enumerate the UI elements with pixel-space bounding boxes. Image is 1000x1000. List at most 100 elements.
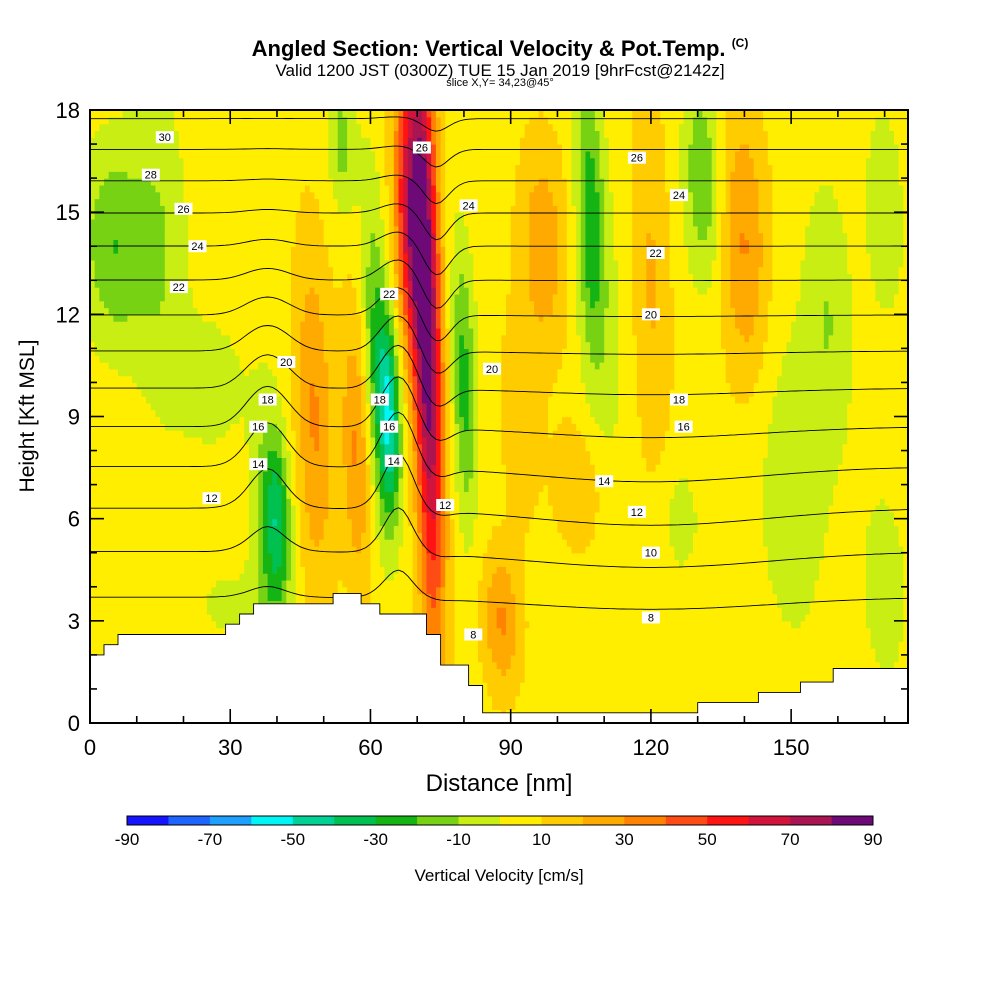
velocity-cell	[178, 402, 185, 411]
velocity-cell	[295, 334, 301, 343]
velocity-cell	[244, 375, 250, 384]
velocity-cell	[188, 157, 194, 166]
velocity-cell	[248, 539, 255, 547]
velocity-cell	[169, 579, 175, 588]
velocity-cell	[290, 593, 297, 601]
velocity-cell	[94, 273, 100, 281]
velocity-cell	[234, 545, 241, 554]
velocity-cell	[160, 178, 166, 186]
velocity-cell	[337, 443, 344, 452]
velocity-cell	[118, 450, 124, 458]
velocity-cell	[108, 368, 114, 377]
velocity-cell	[192, 579, 199, 588]
velocity-cell	[118, 191, 124, 200]
velocity-cell	[314, 239, 320, 247]
velocity-cell	[216, 171, 222, 179]
velocity-cell	[150, 607, 157, 615]
velocity-cell	[314, 505, 320, 513]
velocity-cell	[118, 266, 124, 275]
velocity-cell	[202, 362, 208, 370]
velocity-cell	[216, 205, 222, 213]
velocity-cell	[141, 144, 147, 152]
velocity-cell	[136, 586, 143, 595]
velocity-cell	[155, 518, 161, 527]
velocity-cell	[155, 232, 161, 241]
velocity-cell	[113, 552, 119, 561]
velocity-cell	[113, 586, 119, 595]
velocity-cell	[234, 307, 241, 315]
velocity-cell	[253, 586, 259, 595]
velocity-cell	[174, 239, 180, 247]
velocity-cell	[253, 157, 259, 166]
velocity-cell	[230, 389, 236, 397]
velocity-cell	[108, 573, 114, 581]
velocity-cell	[174, 362, 180, 370]
velocity-cell	[132, 178, 138, 186]
velocity-cell	[262, 552, 269, 561]
velocity-cell	[206, 178, 213, 186]
velocity-cell	[290, 191, 297, 200]
velocity-cell	[276, 539, 283, 547]
velocity-cell	[253, 334, 259, 343]
velocity-cell	[178, 600, 185, 608]
velocity-cell	[90, 579, 96, 588]
velocity-cell	[295, 396, 301, 404]
velocity-cell	[174, 566, 180, 574]
velocity-cell	[234, 293, 241, 302]
velocity-cell	[197, 280, 203, 288]
velocity-cell	[309, 293, 315, 302]
velocity-cell	[342, 205, 348, 213]
velocity-cell	[239, 198, 245, 206]
velocity-cell	[267, 545, 273, 554]
velocity-cell	[197, 314, 203, 322]
velocity-cell	[309, 198, 315, 206]
velocity-cell	[136, 511, 143, 520]
velocity-cell	[169, 375, 175, 384]
velocity-cell	[276, 484, 283, 493]
velocity-cell	[276, 498, 283, 506]
velocity-cell	[225, 273, 231, 281]
velocity-cell	[216, 218, 222, 227]
velocity-cell	[132, 171, 138, 179]
velocity-cell	[309, 341, 315, 349]
velocity-cell	[258, 246, 264, 254]
velocity-cell	[104, 484, 110, 493]
velocity-cell	[286, 382, 292, 390]
velocity-cell	[272, 307, 278, 315]
velocity-cell	[169, 505, 175, 513]
velocity-cell	[276, 559, 283, 567]
velocity-cell	[267, 280, 273, 288]
velocity-cell	[183, 525, 189, 533]
velocity-cell	[230, 423, 236, 431]
velocity-cell	[290, 144, 297, 152]
velocity-cell	[290, 491, 297, 499]
velocity-cell	[192, 212, 199, 220]
velocity-cell	[90, 470, 96, 479]
velocity-cell	[90, 321, 96, 329]
velocity-cell	[337, 579, 344, 588]
velocity-cell	[150, 334, 157, 343]
velocity-cell	[258, 287, 264, 295]
velocity-cell	[202, 368, 208, 377]
velocity-cell	[118, 402, 124, 411]
velocity-cell	[192, 348, 199, 356]
velocity-cell	[192, 505, 199, 513]
velocity-cell	[342, 355, 348, 363]
velocity-cell	[211, 355, 217, 363]
velocity-cell	[262, 430, 269, 438]
velocity-cell	[132, 600, 138, 608]
velocity-cell	[305, 191, 311, 200]
velocity-cell	[305, 327, 311, 336]
velocity-cell	[136, 218, 143, 227]
velocity-cell	[305, 362, 311, 370]
velocity-cell	[248, 191, 255, 200]
velocity-cell	[276, 157, 283, 166]
velocity-cell	[164, 144, 171, 152]
velocity-cell	[155, 198, 161, 206]
velocity-cell	[234, 532, 241, 540]
velocity-cell	[90, 559, 96, 567]
velocity-cell	[108, 137, 114, 145]
velocity-cell	[328, 110, 334, 118]
velocity-cell	[234, 212, 241, 220]
velocity-cell	[192, 266, 199, 275]
